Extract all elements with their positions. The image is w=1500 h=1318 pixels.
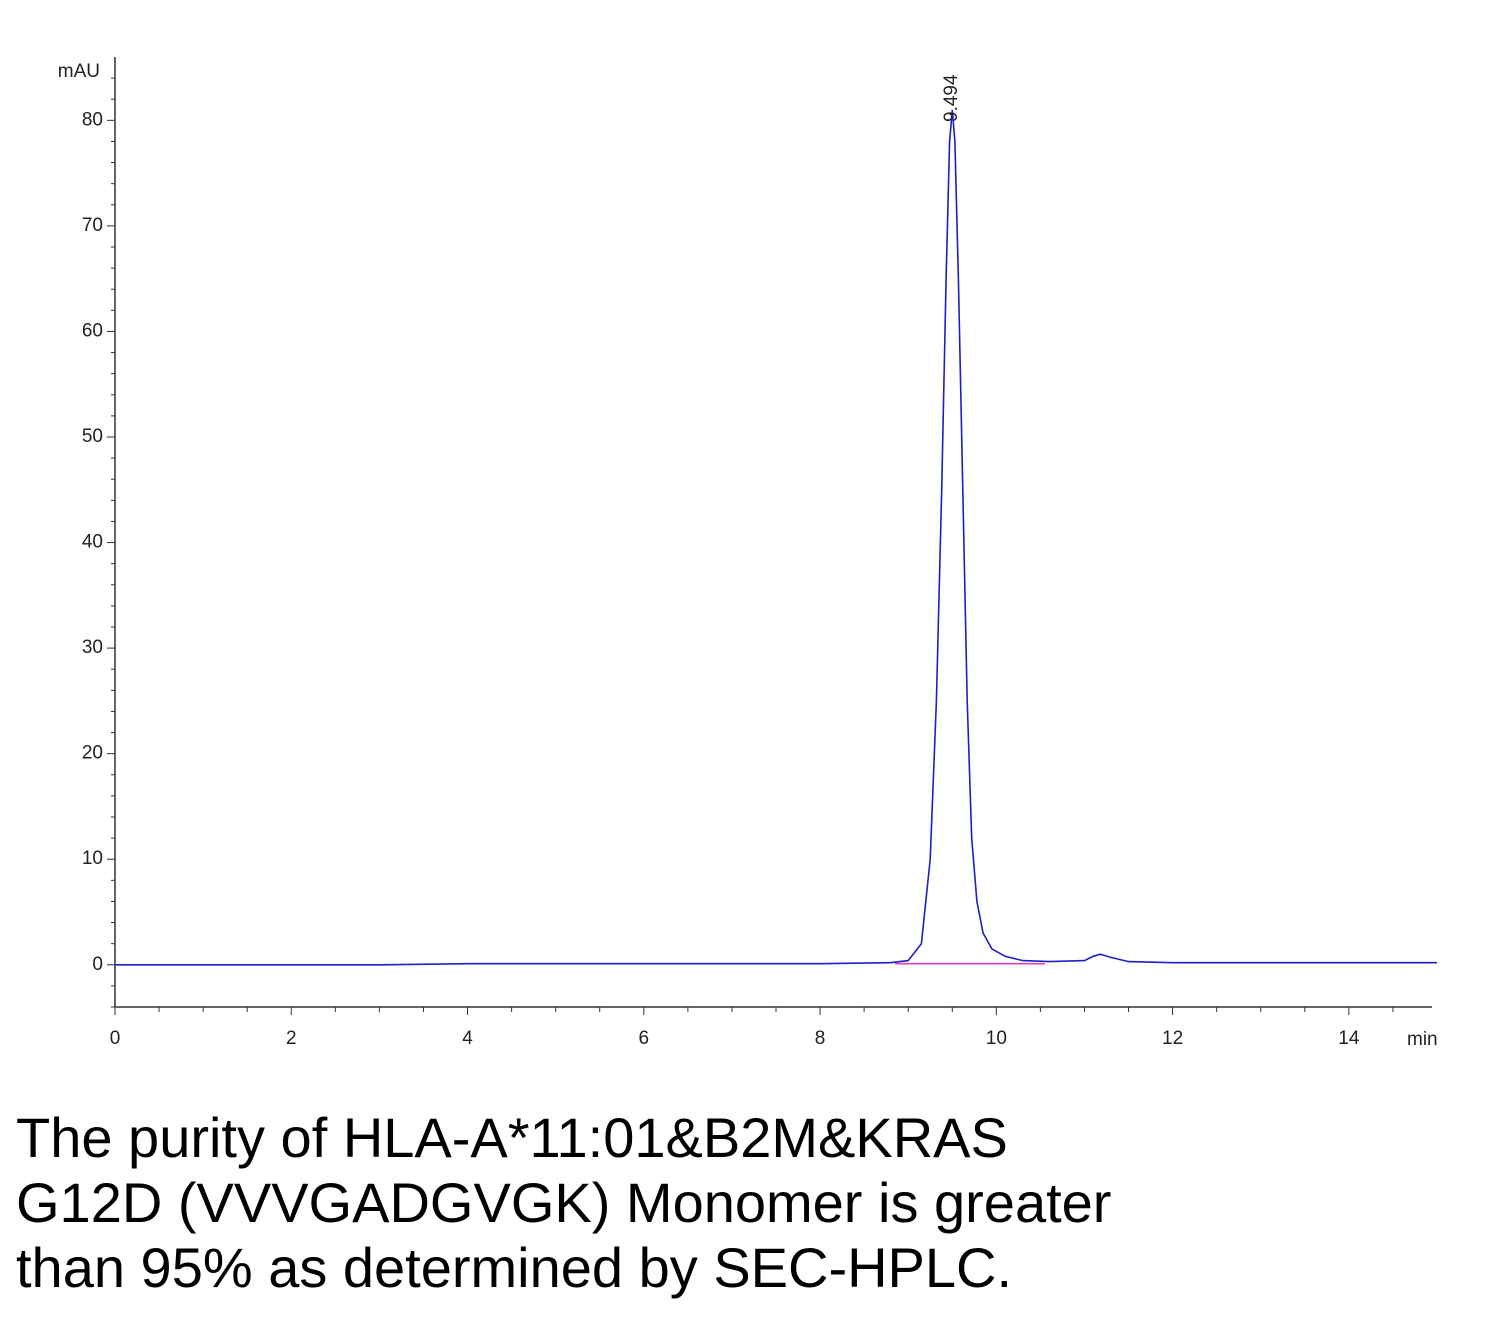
x-tick-label: 4	[462, 1028, 473, 1049]
x-tick-label: 2	[286, 1028, 297, 1049]
x-tick-label: 12	[1162, 1028, 1183, 1049]
chart: mAU min 0 10 20 30 40 50 60 70 80 0 2 4 6 8 10 12 14 9.49…	[58, 57, 1438, 1050]
y-tick-label: 20	[82, 743, 103, 764]
caption-line: G12D (VVVGADGVGK) Monomer is greater	[16, 1171, 1112, 1234]
y-tick-label: 10	[82, 848, 103, 869]
y-tick-label: 80	[82, 109, 103, 130]
x-tick-label: 14	[1338, 1028, 1360, 1049]
caption: The purity of HLA-A*11:01&B2M&KRAS G12D (…	[16, 1105, 1111, 1300]
y-tick-label: 50	[82, 426, 103, 447]
x-tick-label: 0	[110, 1028, 121, 1049]
y-axis-label: mAU	[58, 61, 100, 82]
x-tick-label: 10	[986, 1028, 1007, 1049]
y-tick-label: 60	[82, 320, 103, 341]
y-tick-label: 70	[82, 215, 103, 236]
y-tick-label: 40	[82, 532, 103, 553]
x-axis-label: min	[1407, 1029, 1438, 1050]
y-tick-label: 0	[92, 954, 103, 975]
x-tick-label: 8	[815, 1028, 826, 1049]
peak-label: 9.494	[941, 74, 962, 122]
trace	[115, 109, 1437, 966]
caption-line: than 95% as determined by SEC-HPLC.	[16, 1236, 1013, 1299]
x-tick-label: 6	[639, 1028, 650, 1049]
caption-line: The purity of HLA-A*11:01&B2M&KRAS	[16, 1106, 1008, 1169]
y-tick-label: 30	[82, 637, 103, 658]
